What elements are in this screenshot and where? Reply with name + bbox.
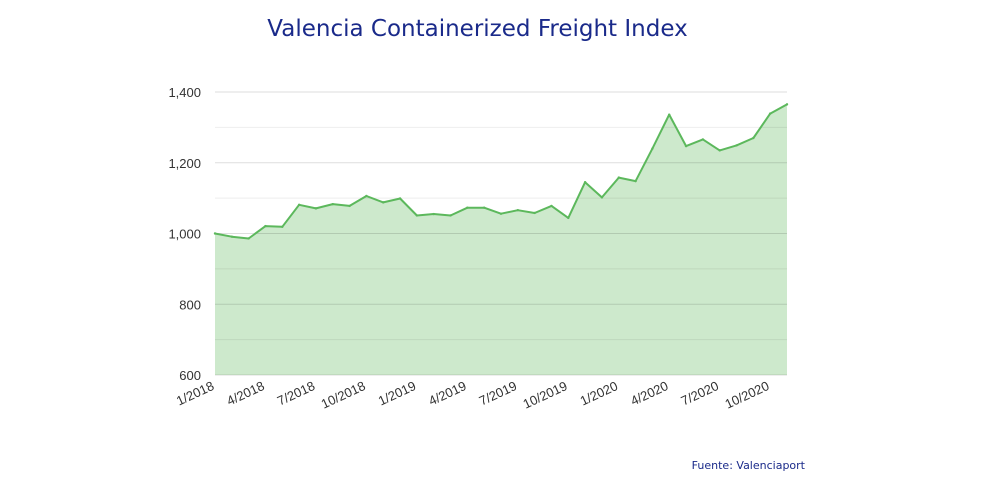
- data-point: [382, 201, 385, 204]
- data-point: [432, 212, 435, 216]
- data-point: [735, 144, 738, 147]
- data-point: [281, 225, 284, 228]
- data-point: [718, 149, 721, 152]
- x-tick-label: 7/2020: [679, 378, 721, 408]
- x-tick-label: 10/2019: [521, 378, 570, 411]
- data-point: [415, 214, 419, 217]
- y-tick-label: 1,000: [168, 227, 201, 242]
- data-point: [365, 194, 368, 198]
- data-point: [785, 103, 789, 106]
- data-point: [516, 208, 520, 212]
- data-point: [533, 211, 536, 215]
- data-point: [668, 113, 671, 116]
- x-tick-label: 1/2019: [376, 378, 418, 408]
- data-point: [398, 197, 402, 200]
- area-fill: [215, 104, 787, 376]
- data-point: [499, 212, 503, 215]
- data-point: [230, 235, 234, 238]
- chart-title: Valencia Containerized Freight Index: [267, 16, 688, 42]
- data-point: [600, 196, 604, 199]
- x-tick-label: 4/2019: [426, 378, 468, 408]
- data-point: [314, 207, 318, 210]
- y-tick-label: 1,400: [168, 85, 201, 100]
- y-tick-label: 600: [179, 368, 201, 383]
- data-point: [634, 179, 637, 183]
- x-tick-label: 10/2018: [319, 378, 368, 411]
- data-point: [567, 216, 570, 220]
- x-tick-label: 7/2018: [275, 378, 317, 408]
- y-tick-label: 800: [179, 297, 201, 312]
- data-point: [348, 204, 351, 208]
- data-point: [550, 204, 553, 208]
- data-point: [247, 237, 250, 240]
- data-point: [651, 147, 654, 150]
- x-tick-label: 4/2018: [224, 378, 266, 408]
- data-point: [449, 214, 452, 217]
- data-point: [583, 181, 587, 184]
- data-point: [768, 112, 772, 115]
- data-point: [482, 206, 486, 209]
- x-tick-label: 7/2019: [477, 378, 519, 408]
- data-point: [466, 206, 469, 209]
- data-point: [297, 203, 301, 207]
- data-point: [264, 224, 267, 228]
- data-point: [752, 136, 755, 140]
- data-point: [617, 176, 620, 179]
- data-point: [213, 232, 217, 235]
- x-tick-label: 10/2020: [723, 378, 772, 411]
- x-tick-label: 4/2020: [628, 378, 670, 408]
- data-point: [684, 144, 688, 148]
- y-tick-label: 1,200: [168, 156, 201, 171]
- data-point: [701, 138, 705, 141]
- x-tick-label: 1/2020: [578, 378, 620, 408]
- data-point: [331, 202, 334, 206]
- source-note: Fuente: Valenciaport: [691, 459, 805, 472]
